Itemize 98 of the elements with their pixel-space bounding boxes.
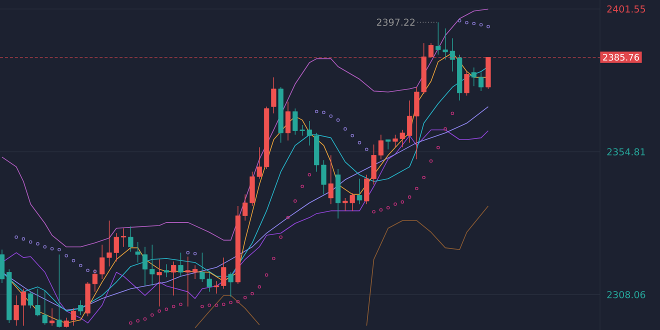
point: [444, 127, 447, 131]
point: [479, 23, 483, 26]
point: [229, 300, 232, 304]
candlestick: [306, 120, 312, 146]
candlestick: [142, 246, 148, 286]
point: [436, 146, 440, 150]
point: [329, 114, 333, 118]
point: [136, 319, 140, 322]
candlestick: [464, 71, 470, 96]
point: [294, 199, 297, 203]
point: [486, 24, 490, 28]
point: [222, 302, 226, 306]
candlestick: [150, 244, 155, 286]
point: [36, 242, 40, 246]
candlestick: [214, 280, 220, 294]
point: [250, 292, 254, 296]
point: [58, 248, 61, 252]
point: [43, 245, 47, 249]
point: [472, 22, 476, 26]
candlestick: [92, 268, 98, 292]
point: [272, 256, 276, 260]
point: [465, 20, 468, 24]
line-series: [366, 206, 489, 326]
point: [286, 216, 290, 220]
candlestick: [78, 300, 84, 316]
point: [14, 235, 18, 239]
point: [450, 112, 454, 115]
point: [200, 304, 204, 308]
candlestick: [271, 76, 276, 114]
point: [422, 176, 426, 180]
candlestick: [185, 256, 190, 307]
point: [86, 268, 90, 272]
point: [358, 141, 362, 144]
candlestick: [328, 154, 334, 204]
point: [308, 173, 312, 176]
y-tick-label: 2354.81: [607, 148, 645, 156]
candlestick: [228, 272, 234, 298]
point: [394, 202, 397, 206]
point: [158, 309, 161, 313]
point: [300, 184, 304, 188]
candlestick: [70, 308, 76, 326]
point: [72, 258, 76, 262]
point: [214, 304, 218, 307]
candlestick: [192, 264, 198, 280]
candlestick: [386, 139, 391, 150]
point: [458, 19, 462, 22]
point: [243, 296, 247, 300]
y-tick-label: 2308.06: [607, 291, 646, 298]
point: [64, 254, 68, 258]
point: [350, 134, 354, 138]
ref-line-label: 2385.76: [603, 54, 640, 61]
candlestick: [378, 134, 384, 160]
line-series: [194, 295, 260, 328]
point: [129, 321, 132, 325]
point: [208, 304, 211, 307]
candlestick: [406, 100, 412, 144]
point: [79, 264, 82, 268]
point: [186, 251, 190, 254]
line-series: [2, 8, 489, 248]
candlestick: [428, 42, 434, 58]
candlestick: [20, 288, 26, 326]
point: [150, 313, 154, 317]
candlestick: [471, 67, 476, 87]
candlestick: [49, 308, 55, 326]
candlestick: [164, 264, 170, 278]
annotation: 2397.22: [376, 18, 415, 26]
candlestick: [14, 295, 19, 326]
candlestick: [221, 257, 226, 290]
line-series: [2, 106, 489, 311]
candlestick: [478, 72, 484, 92]
point: [258, 285, 262, 289]
point: [264, 273, 268, 277]
candlestick: [450, 38, 456, 72]
point: [372, 210, 376, 214]
point: [193, 252, 197, 256]
point: [279, 235, 282, 239]
candlestick: [56, 254, 62, 328]
point: [386, 206, 390, 210]
candlestick: [120, 228, 126, 248]
point: [415, 186, 418, 190]
point: [164, 308, 168, 311]
candlestick: [285, 101, 291, 141]
candlestick: [356, 178, 362, 204]
point: [179, 302, 182, 306]
point: [365, 148, 368, 152]
point: [28, 240, 32, 244]
point: [314, 110, 318, 114]
y-tick-label: 2401.55: [607, 5, 645, 13]
point: [50, 247, 54, 250]
candlestick: [128, 226, 134, 252]
candlestick: [171, 261, 176, 296]
candlestick: [135, 242, 140, 263]
candlestick: [64, 317, 69, 328]
point: [344, 127, 347, 131]
candlestick: [178, 252, 184, 277]
candlestick: [156, 259, 162, 307]
point: [322, 110, 326, 114]
point: [93, 270, 97, 273]
